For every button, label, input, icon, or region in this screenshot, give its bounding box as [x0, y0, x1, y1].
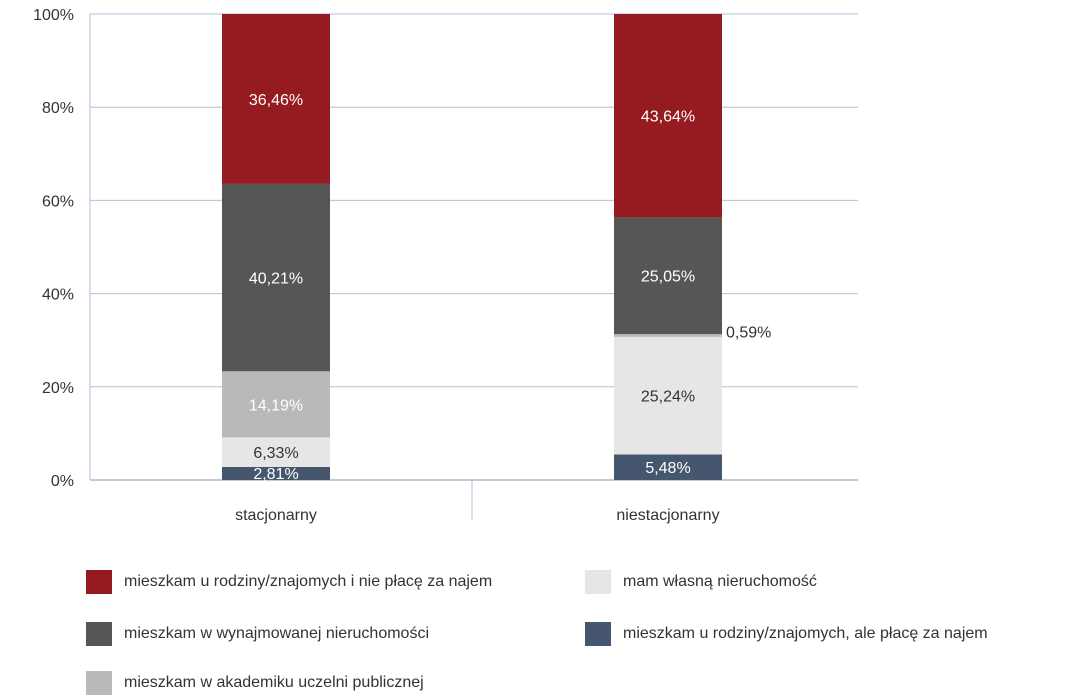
x-category-label: niestacjonarny [616, 507, 719, 524]
data-label: 43,64% [641, 109, 695, 126]
legend-label: mieszkam w wynajmowanej nieruchomości [124, 625, 429, 642]
legend-swatch [86, 622, 112, 646]
legend-swatch [585, 570, 611, 594]
y-tick-label: 80% [42, 100, 74, 117]
y-tick-label: 60% [42, 193, 74, 210]
data-label: 36,46% [249, 92, 303, 109]
data-label: 2,81% [253, 466, 298, 483]
bar-segment [614, 336, 722, 455]
legend-swatch [86, 671, 112, 695]
bar-segment [222, 14, 330, 184]
legend-label: mieszkam u rodziny/znajomych i nie płacę… [124, 573, 493, 590]
legend-label: mam własną nieruchomość [623, 573, 817, 590]
legend-item-family-paid: mieszkam u rodziny/znajomych, ale płacę … [585, 622, 988, 646]
bar-segment [222, 371, 330, 438]
x-category-label: stacjonarny [235, 507, 317, 524]
bar-segment [614, 334, 722, 337]
bar-segment [614, 454, 722, 480]
data-label: 6,33% [253, 445, 298, 462]
data-label: 5,48% [645, 460, 690, 477]
legend-label: mieszkam u rodziny/znajomych, ale płacę … [623, 625, 988, 642]
legend-item-rented: mieszkam w wynajmowanej nieruchomości [86, 622, 429, 646]
legend-item-dormitory: mieszkam w akademiku uczelni publicznej [86, 671, 424, 695]
y-tick-label: 0% [51, 473, 74, 490]
legend-item-own-property: mam własną nieruchomość [585, 570, 817, 594]
data-label: 14,19% [249, 397, 303, 414]
legend-swatch [585, 622, 611, 646]
bar-segment [222, 466, 330, 480]
bar-segment [614, 217, 722, 335]
bar-segment [222, 183, 330, 372]
y-tick-label: 40% [42, 287, 74, 304]
legend-swatch [86, 570, 112, 594]
y-tick-label: 100% [33, 7, 74, 24]
data-label: 25,24% [641, 389, 695, 406]
bar-segment [222, 437, 330, 467]
y-tick-label: 20% [42, 380, 74, 397]
data-label: 40,21% [249, 271, 303, 288]
data-label: 25,05% [641, 269, 695, 286]
bar-segment [614, 14, 722, 218]
legend-item-family-free: mieszkam u rodziny/znajomych i nie płacę… [86, 570, 492, 594]
legend-label: mieszkam w akademiku uczelni publicznej [124, 674, 424, 691]
data-label: 0,59% [726, 324, 771, 341]
stacked-bar-chart: 0% 20% 40% 60% 80% 100% 2,81% 6,33% 14,19% 40,21%… [33, 7, 858, 524]
